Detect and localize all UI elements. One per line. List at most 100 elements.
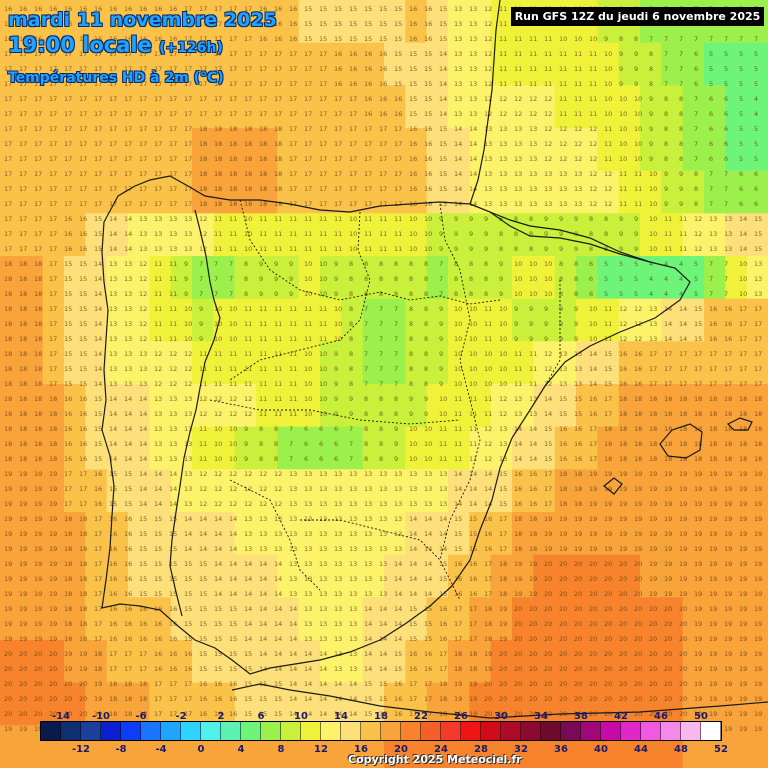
grid-value: 17 xyxy=(214,20,222,28)
grid-value: 7 xyxy=(364,305,368,313)
temperature-cell xyxy=(746,554,768,598)
grid-value: 19 xyxy=(49,470,57,478)
temperature-cell xyxy=(341,128,364,172)
grid-value: 15 xyxy=(604,365,612,373)
grid-value: 13 xyxy=(469,20,477,28)
temperature-cell xyxy=(725,384,748,428)
grid-value: 11 xyxy=(604,335,612,343)
grid-value: 14 xyxy=(169,470,177,478)
grid-value: 19 xyxy=(724,695,732,703)
grid-value: 15 xyxy=(94,245,102,253)
grid-value: 10 xyxy=(514,260,522,268)
grid-value: 9 xyxy=(634,245,638,253)
temperature-cell xyxy=(640,426,662,470)
grid-value: 17 xyxy=(364,140,372,148)
temperature-cell xyxy=(405,341,428,385)
grid-value: 12 xyxy=(499,395,507,403)
grid-value: 17 xyxy=(94,545,102,553)
grid-value: 17 xyxy=(289,110,297,118)
temperature-cell xyxy=(448,85,470,129)
temperature-cell xyxy=(149,426,172,470)
temperature-cell xyxy=(320,469,342,513)
grid-value: 12 xyxy=(499,95,507,103)
grid-value: 8 xyxy=(394,275,398,283)
grid-value: 14 xyxy=(439,530,447,538)
grid-value: 17 xyxy=(64,140,72,148)
grid-value: 19 xyxy=(754,710,762,718)
grid-value: 14 xyxy=(469,485,477,493)
grid-value: 14 xyxy=(409,545,417,553)
temperature-cell xyxy=(362,640,385,684)
grid-value: 20 xyxy=(499,665,507,673)
temperature-cell xyxy=(426,682,449,726)
grid-value: 9 xyxy=(484,215,488,223)
grid-value: 15 xyxy=(139,545,147,553)
temperature-cell xyxy=(192,170,214,214)
grid-value: 12 xyxy=(499,110,507,118)
grid-value: 17 xyxy=(154,50,162,58)
grid-value: 17 xyxy=(49,80,57,88)
grid-value: 6 xyxy=(739,185,743,193)
grid-value: 14 xyxy=(214,530,222,538)
grid-value: 15 xyxy=(409,80,417,88)
temperature-cell xyxy=(682,384,705,428)
grid-value: 16 xyxy=(94,5,102,13)
grid-value: 13 xyxy=(379,575,387,583)
temperature-cell xyxy=(384,384,406,428)
grid-value: 18 xyxy=(709,455,717,463)
temperature-cell xyxy=(213,170,236,214)
grid-value: 17 xyxy=(49,350,57,358)
grid-value: 11 xyxy=(199,425,207,433)
grid-value: 11 xyxy=(259,245,267,253)
grid-value: 17 xyxy=(124,650,132,658)
grid-value: 16 xyxy=(259,20,267,28)
mallorca-outline xyxy=(659,423,703,459)
grid-value: 19 xyxy=(649,575,657,583)
grid-value: 11 xyxy=(559,80,567,88)
temperature-cell xyxy=(21,341,44,385)
grid-value: 11 xyxy=(304,215,312,223)
grid-value: 19 xyxy=(34,725,42,733)
grid-value: 10 xyxy=(214,425,222,433)
grid-value: 15 xyxy=(454,530,462,538)
grid-value: 17 xyxy=(139,200,147,208)
grid-value: 19 xyxy=(514,590,522,598)
temperature-cell xyxy=(0,298,22,342)
grid-value: 20 xyxy=(34,680,42,688)
temperature-cell xyxy=(106,298,129,342)
temperature-cell xyxy=(298,341,321,385)
grid-value: 8 xyxy=(349,365,353,373)
grid-value: 15 xyxy=(364,710,372,718)
grid-value: 20 xyxy=(544,590,552,598)
grid-value: 10 xyxy=(589,35,597,43)
grid-value: 16 xyxy=(379,110,387,118)
temperature-cell xyxy=(298,512,321,556)
grid-value: 17 xyxy=(169,185,177,193)
grid-value: 14 xyxy=(469,200,477,208)
grid-value: 9 xyxy=(574,245,578,253)
grid-value: 10 xyxy=(499,335,507,343)
grid-value: 19 xyxy=(694,680,702,688)
temperature-cell xyxy=(746,128,768,172)
temperature-cell xyxy=(298,0,321,44)
grid-value: 20 xyxy=(559,605,567,613)
temperature-cell xyxy=(277,469,300,513)
grid-value: 17 xyxy=(274,110,282,118)
grid-value: 18 xyxy=(724,440,732,448)
grid-value: 17 xyxy=(679,350,687,358)
grid-value: 17 xyxy=(34,155,42,163)
grid-value: 10 xyxy=(484,380,492,388)
grid-value: 17 xyxy=(304,65,312,73)
grid-value: 10 xyxy=(649,170,657,178)
grid-value: 11 xyxy=(259,320,267,328)
grid-value: 18 xyxy=(529,515,537,523)
grid-value: 13 xyxy=(379,470,387,478)
grid-value: 17 xyxy=(169,110,177,118)
grid-value: 19 xyxy=(739,680,747,688)
grid-value: 17 xyxy=(49,380,57,388)
grid-value: 16 xyxy=(79,215,87,223)
grid-value: 18 xyxy=(274,140,282,148)
grid-value: 17 xyxy=(694,350,702,358)
grid-value: 16 xyxy=(724,320,732,328)
grid-value: 8 xyxy=(244,260,248,268)
